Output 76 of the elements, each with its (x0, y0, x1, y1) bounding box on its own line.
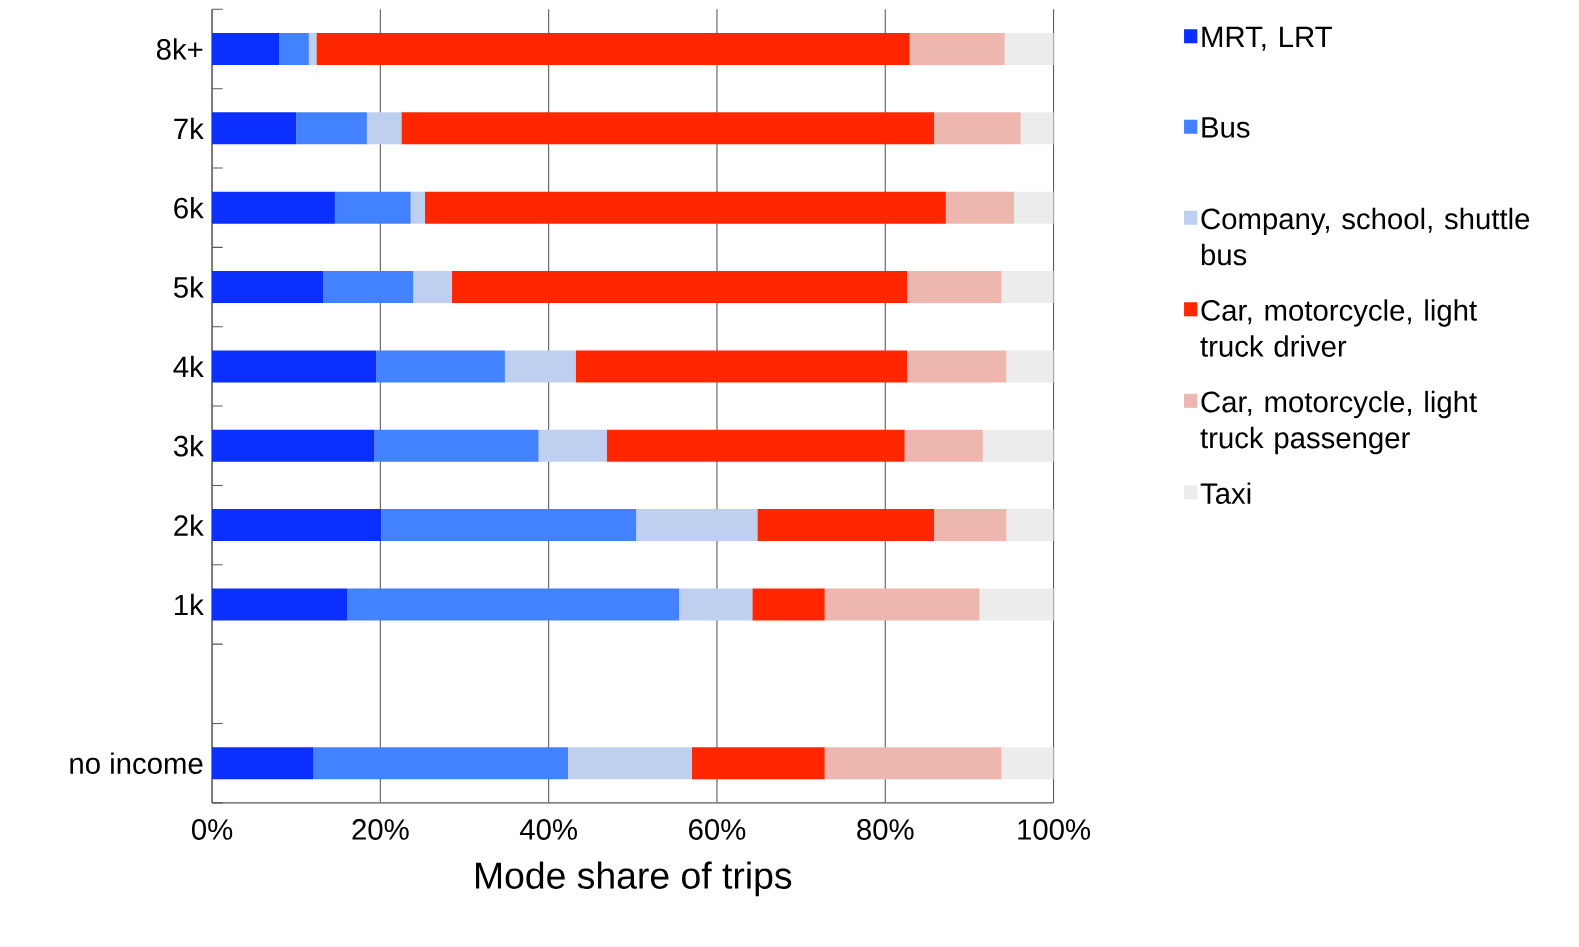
y-tick-label: 6k (174, 196, 204, 219)
bar (410, 191, 425, 224)
y-tick-label: 4k (173, 355, 204, 378)
y-tick-label: 1k (175, 593, 204, 616)
bar (212, 588, 348, 621)
bar (1020, 112, 1054, 145)
x-axis-title: Mode share of trips (476, 861, 792, 897)
legend-label: Company, school, shuttle bus (1201, 207, 1530, 266)
bar (212, 509, 382, 542)
bar (212, 33, 280, 66)
bar (212, 350, 377, 383)
y-tick-label: 5k (173, 276, 204, 298)
y-tick-label: 2k (174, 514, 204, 536)
bar (334, 191, 411, 224)
x-tick-label: 100% (1018, 819, 1091, 840)
bar (1001, 271, 1054, 304)
y-tick-label: no income (70, 752, 203, 775)
bar (679, 588, 753, 621)
bar (347, 588, 680, 621)
y-tick-label: 3k (173, 435, 204, 457)
bar (824, 588, 980, 621)
bar (401, 112, 935, 145)
bar (308, 33, 317, 66)
bar (934, 509, 1007, 542)
bar (575, 350, 908, 383)
bar (945, 191, 1015, 224)
bar (909, 33, 1005, 66)
bar (606, 429, 905, 462)
bar (691, 747, 825, 780)
bar (907, 271, 1002, 304)
legend-label: MRT, LRT (1202, 26, 1332, 51)
bar (279, 33, 309, 66)
bar (636, 509, 758, 542)
y-tick-label: 8k+ (156, 38, 203, 60)
bar (212, 747, 314, 780)
legend-label: Bus (1202, 117, 1250, 138)
bar (979, 588, 1054, 621)
bar (212, 429, 375, 462)
bar (1014, 191, 1054, 224)
x-tick-label: 0% (192, 819, 233, 840)
bar (212, 112, 297, 145)
x-tick-label: 80% (857, 819, 914, 840)
bar (538, 429, 607, 462)
bar (413, 271, 452, 304)
bar (212, 191, 335, 224)
bar (451, 271, 908, 304)
y-tick-label: 7k (174, 117, 204, 140)
bar (1001, 747, 1054, 780)
bar (904, 429, 983, 462)
bar (374, 429, 539, 462)
x-tick-label: 60% (689, 819, 746, 840)
bar (757, 509, 935, 542)
legend-label: Car, motorcycle, light truck driver (1200, 299, 1477, 357)
bar (568, 747, 692, 780)
bar (1006, 509, 1054, 542)
bar (907, 350, 1007, 383)
bar (296, 112, 367, 145)
bar (316, 33, 910, 66)
bar (824, 747, 1002, 780)
bar (381, 509, 637, 542)
bar (982, 429, 1054, 462)
x-tick-label: 40% (519, 819, 577, 840)
bar (504, 350, 576, 383)
bar (424, 191, 946, 224)
legend-label: Car, motorcycle, light truck passenger (1200, 390, 1477, 455)
bar (323, 271, 414, 304)
bar (934, 112, 1021, 145)
x-tick-label: 20% (352, 819, 409, 840)
bar (1004, 33, 1054, 66)
bar (1006, 350, 1054, 383)
bar (752, 588, 825, 621)
bar (366, 112, 402, 145)
legend-label: Taxi (1200, 482, 1251, 505)
bar (212, 271, 324, 304)
bar (376, 350, 505, 383)
bar (313, 747, 569, 780)
